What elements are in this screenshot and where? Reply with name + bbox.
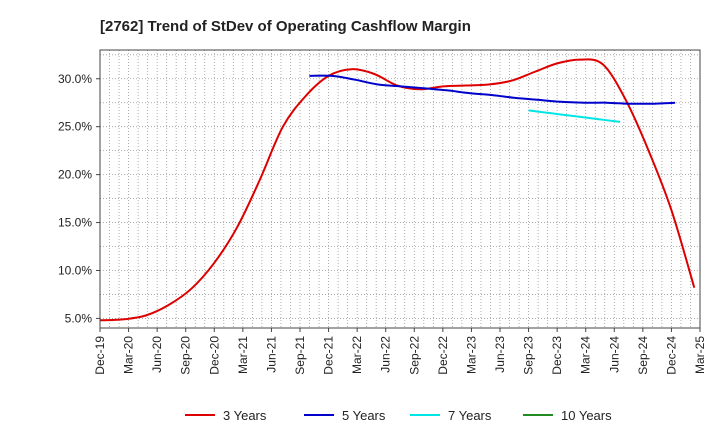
grid bbox=[100, 50, 700, 328]
x-tick-label: Dec-23 bbox=[550, 336, 564, 375]
x-tick-label: Sep-20 bbox=[179, 336, 193, 375]
x-tick-label: Jun-21 bbox=[264, 336, 278, 373]
y-tick-label: 15.0% bbox=[58, 216, 92, 230]
x-axis-ticks: Dec-19 Mar-20 Jun-20 Sep-20 Dec-20 Mar-21 Jun-… bbox=[93, 328, 707, 375]
y-tick-label: 25.0% bbox=[58, 120, 92, 134]
x-tick-label: Mar-23 bbox=[464, 336, 478, 374]
y-tick-label: 30.0% bbox=[58, 72, 92, 86]
x-tick-label: Mar-22 bbox=[350, 336, 364, 374]
x-tick-label: Sep-21 bbox=[293, 336, 307, 375]
x-tick-label: Dec-20 bbox=[207, 336, 221, 375]
x-tick-label: Jun-22 bbox=[379, 336, 393, 373]
x-tick-label: Mar-24 bbox=[579, 336, 593, 374]
x-tick-label: Mar-21 bbox=[236, 336, 250, 374]
x-tick-label: Sep-23 bbox=[522, 336, 536, 375]
plot-frame bbox=[99, 49, 701, 329]
series-line-5-years bbox=[309, 74, 676, 105]
x-tick-label: Jun-23 bbox=[493, 336, 507, 373]
x-tick-label: Mar-25 bbox=[693, 336, 707, 374]
x-tick-label: Dec-22 bbox=[436, 336, 450, 375]
legend-label: 5 Years bbox=[342, 408, 386, 423]
legend-label: 3 Years bbox=[223, 408, 267, 423]
x-tick-label: Sep-24 bbox=[636, 336, 650, 375]
y-axis-ticks: 5.0% 10.0% 15.0% 20.0% 25.0% 30.0% bbox=[58, 72, 100, 325]
x-tick-label: Dec-19 bbox=[93, 336, 107, 375]
x-tick-label: Jun-24 bbox=[607, 336, 621, 373]
y-tick-label: 10.0% bbox=[58, 263, 92, 277]
legend-label: 10 Years bbox=[561, 408, 612, 423]
series-line-7-years bbox=[528, 109, 621, 123]
y-tick-label: 5.0% bbox=[65, 311, 93, 325]
x-tick-label: Mar-20 bbox=[122, 336, 136, 374]
chart-title: [2762] Trend of StDev of Operating Cashf… bbox=[100, 18, 471, 35]
y-tick-label: 20.0% bbox=[58, 168, 92, 182]
series-lines bbox=[99, 58, 696, 322]
x-tick-label: Dec-21 bbox=[322, 336, 336, 375]
x-tick-label: Dec-24 bbox=[664, 336, 678, 375]
legend: 3 Years 5 Years 7 Years 10 Years bbox=[185, 408, 612, 423]
x-tick-label: Jun-20 bbox=[150, 336, 164, 373]
legend-label: 7 Years bbox=[448, 408, 492, 423]
x-tick-label: Sep-22 bbox=[407, 336, 421, 375]
